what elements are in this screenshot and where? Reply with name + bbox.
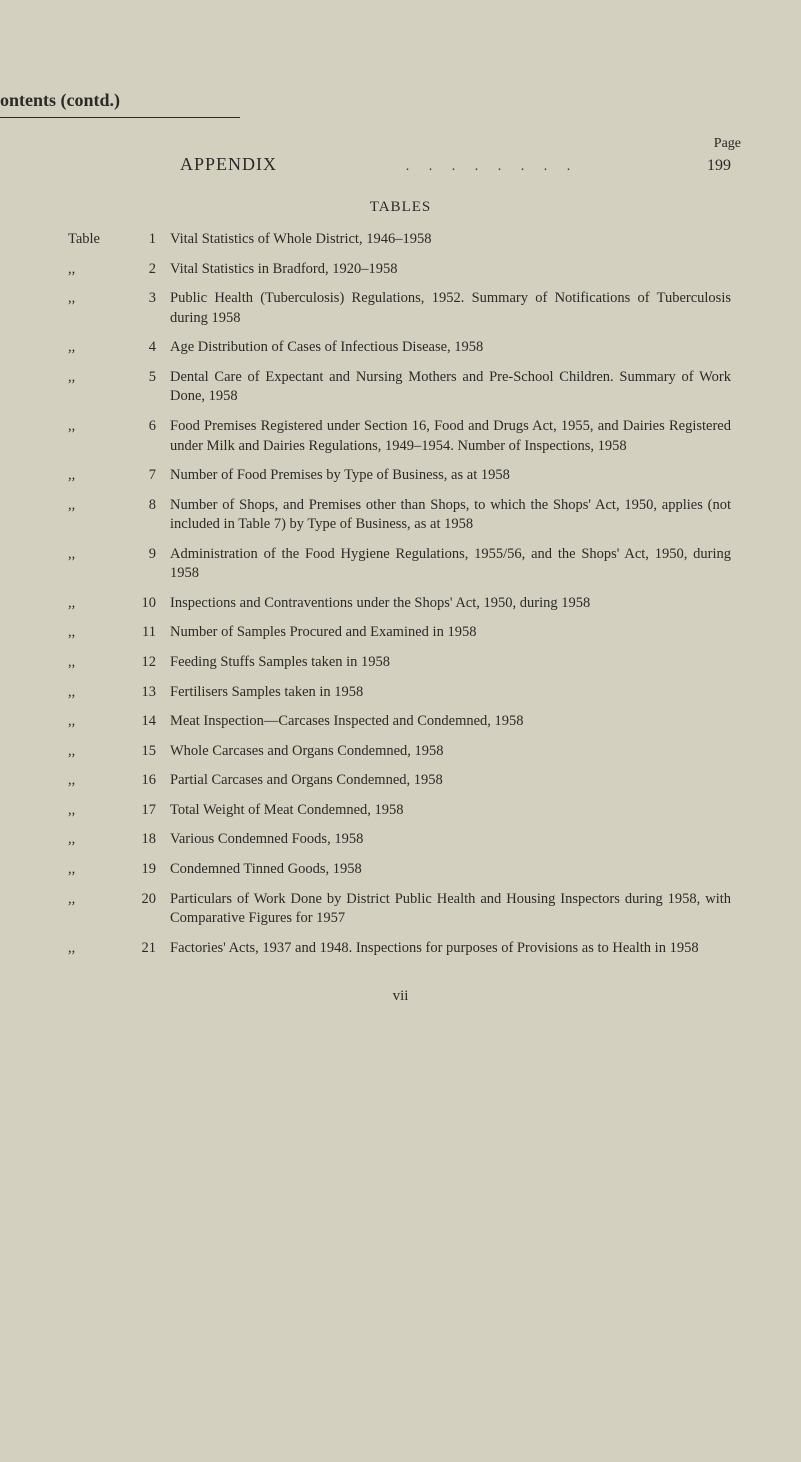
entries-container: Table1Vital Statistics of Whole District… <box>60 230 741 958</box>
entry-description: Fertilisers Samples taken in 1958 <box>170 683 741 703</box>
entry-description: Age Distribution of Cases of Infectious … <box>170 338 741 358</box>
entry-label: ,, <box>60 368 130 388</box>
entry-description: Public Health (Tuberculosis) Regulations… <box>170 289 741 328</box>
entry-description: Factories' Acts, 1937 and 1948. Inspecti… <box>170 939 741 959</box>
table-entry: ,,10Inspections and Contraventions under… <box>60 594 741 614</box>
entry-description: Vital Statistics in Bradford, 1920–1958 <box>170 260 741 280</box>
table-entry: ,,16Partial Carcases and Organs Condemne… <box>60 771 741 791</box>
entry-label: ,, <box>60 801 130 821</box>
entry-description: Food Premises Registered under Section 1… <box>170 417 741 456</box>
table-entry: ,,15Whole Carcases and Organs Condemned,… <box>60 742 741 762</box>
appendix-row: APPENDIX . . . . . . . . 199 <box>60 154 741 175</box>
entry-number: 7 <box>130 466 170 486</box>
entry-description: Meat Inspection—Carcases Inspected and C… <box>170 712 741 732</box>
tables-heading: TABLES <box>60 199 741 216</box>
table-entry: ,,3Public Health (Tuberculosis) Regulati… <box>60 289 741 328</box>
table-entry: ,,21Factories' Acts, 1937 and 1948. Insp… <box>60 939 741 959</box>
table-entry: ,,18Various Condemned Foods, 1958 <box>60 830 741 850</box>
entry-number: 16 <box>130 771 170 791</box>
entry-description: Feeding Stuffs Samples taken in 1958 <box>170 653 741 673</box>
table-entry: ,,19Condemned Tinned Goods, 1958 <box>60 860 741 880</box>
entry-label: ,, <box>60 545 130 565</box>
entry-description: Total Weight of Meat Condemned, 1958 <box>170 801 741 821</box>
entry-number: 15 <box>130 742 170 762</box>
appendix-page: 199 <box>707 157 731 175</box>
entry-number: 8 <box>130 496 170 516</box>
entry-number: 17 <box>130 801 170 821</box>
entry-number: 20 <box>130 890 170 910</box>
entry-number: 11 <box>130 623 170 643</box>
contents-header: ontents (contd.) <box>0 90 741 111</box>
page-label: Page <box>714 136 741 152</box>
entry-number: 4 <box>130 338 170 358</box>
table-entry: ,,4Age Distribution of Cases of Infectio… <box>60 338 741 358</box>
entry-description: Partial Carcases and Organs Condemned, 1… <box>170 771 741 791</box>
entry-description: Number of Samples Procured and Examined … <box>170 623 741 643</box>
entry-label: ,, <box>60 338 130 358</box>
entry-description: Whole Carcases and Organs Condemned, 195… <box>170 742 741 762</box>
entry-label: ,, <box>60 594 130 614</box>
entry-description: Condemned Tinned Goods, 1958 <box>170 860 741 880</box>
entry-label: ,, <box>60 890 130 910</box>
entry-label: ,, <box>60 742 130 762</box>
entry-label: ,, <box>60 623 130 643</box>
entry-number: 9 <box>130 545 170 565</box>
entry-description: Administration of the Food Hygiene Regul… <box>170 545 741 584</box>
table-entry: ,,5Dental Care of Expectant and Nursing … <box>60 368 741 407</box>
entry-label: ,, <box>60 653 130 673</box>
table-entry: Table1Vital Statistics of Whole District… <box>60 230 741 250</box>
entry-label: ,, <box>60 683 130 703</box>
entry-label: Table <box>60 230 130 250</box>
table-entry: ,,14Meat Inspection—Carcases Inspected a… <box>60 712 741 732</box>
entry-number: 18 <box>130 830 170 850</box>
entry-number: 6 <box>130 417 170 437</box>
table-entry: ,,7Number of Food Premises by Type of Bu… <box>60 466 741 486</box>
footer-page-number: vii <box>60 988 741 1005</box>
table-entry: ,,6Food Premises Registered under Sectio… <box>60 417 741 456</box>
entry-number: 21 <box>130 939 170 959</box>
entry-description: Inspections and Contraventions under the… <box>170 594 741 614</box>
entry-number: 19 <box>130 860 170 880</box>
entry-number: 3 <box>130 289 170 309</box>
table-entry: ,,20Particulars of Work Done by District… <box>60 890 741 929</box>
entry-number: 13 <box>130 683 170 703</box>
entry-number: 5 <box>130 368 170 388</box>
header-rule <box>0 117 240 118</box>
appendix-title: APPENDIX <box>180 154 277 175</box>
entry-number: 2 <box>130 260 170 280</box>
entry-label: ,, <box>60 712 130 732</box>
entry-description: Vital Statistics of Whole District, 1946… <box>170 230 741 250</box>
entry-description: Number of Food Premises by Type of Busin… <box>170 466 741 486</box>
entry-label: ,, <box>60 939 130 959</box>
page-label-row: Page <box>60 136 741 152</box>
table-entry: ,,17Total Weight of Meat Condemned, 1958 <box>60 801 741 821</box>
entry-description: Number of Shops, and Premises other than… <box>170 496 741 535</box>
entry-label: ,, <box>60 771 130 791</box>
table-entry: ,,12Feeding Stuffs Samples taken in 1958 <box>60 653 741 673</box>
entry-label: ,, <box>60 289 130 309</box>
entry-description: Various Condemned Foods, 1958 <box>170 830 741 850</box>
entry-label: ,, <box>60 860 130 880</box>
table-entry: ,,8Number of Shops, and Premises other t… <box>60 496 741 535</box>
entry-number: 14 <box>130 712 170 732</box>
entry-description: Particulars of Work Done by District Pub… <box>170 890 741 929</box>
entry-label: ,, <box>60 260 130 280</box>
entry-number: 1 <box>130 230 170 250</box>
table-entry: ,,9Administration of the Food Hygiene Re… <box>60 545 741 584</box>
appendix-dots: . . . . . . . . <box>406 159 579 175</box>
entry-label: ,, <box>60 830 130 850</box>
entry-label: ,, <box>60 466 130 486</box>
entry-description: Dental Care of Expectant and Nursing Mot… <box>170 368 741 407</box>
entry-number: 12 <box>130 653 170 673</box>
table-entry: ,,2Vital Statistics in Bradford, 1920–19… <box>60 260 741 280</box>
entry-label: ,, <box>60 496 130 516</box>
table-entry: ,,11Number of Samples Procured and Exami… <box>60 623 741 643</box>
entry-number: 10 <box>130 594 170 614</box>
table-entry: ,,13Fertilisers Samples taken in 1958 <box>60 683 741 703</box>
entry-label: ,, <box>60 417 130 437</box>
